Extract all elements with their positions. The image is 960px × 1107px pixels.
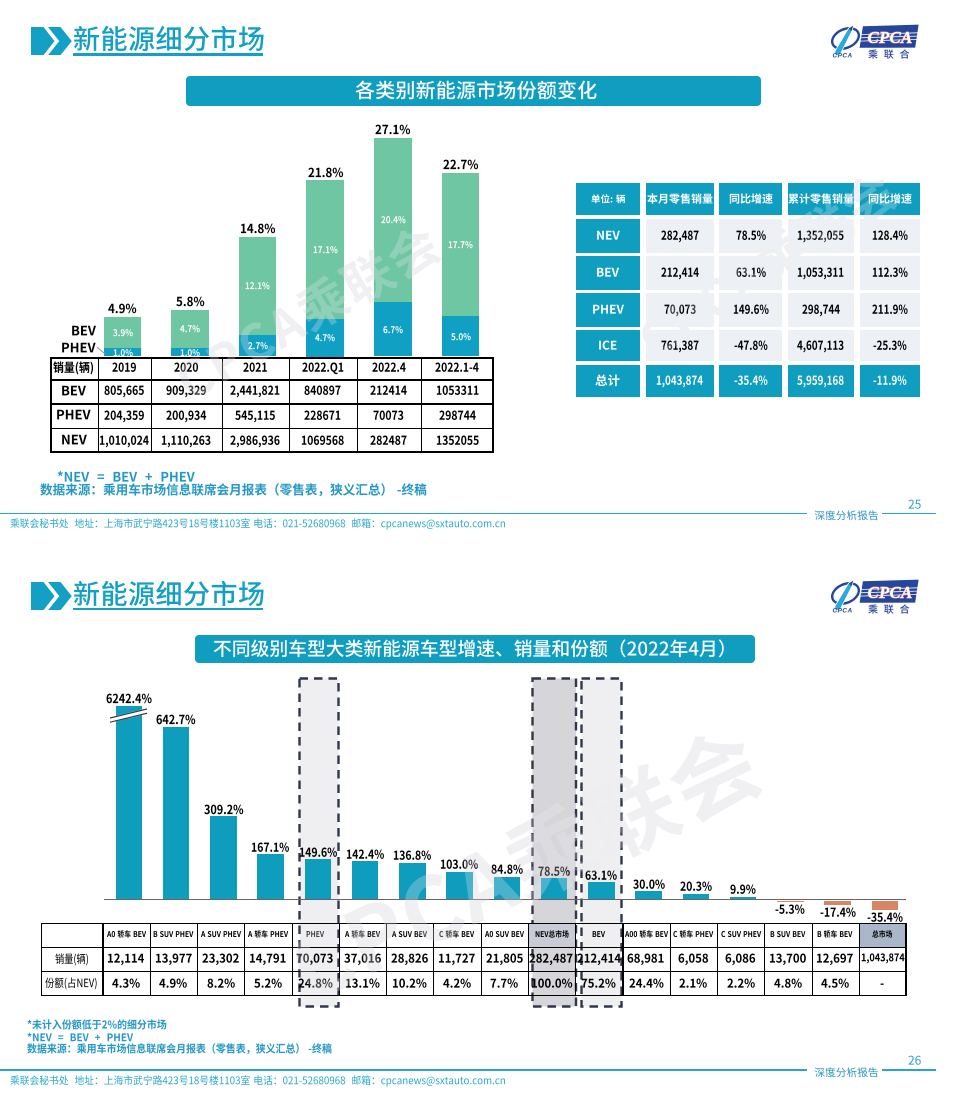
svg-text:CPCA: CPCA bbox=[868, 583, 913, 602]
svg-text:CPCA: CPCA bbox=[833, 53, 853, 60]
svg-text:CPCA: CPCA bbox=[868, 28, 913, 47]
svg-text:CPCA: CPCA bbox=[833, 608, 853, 615]
